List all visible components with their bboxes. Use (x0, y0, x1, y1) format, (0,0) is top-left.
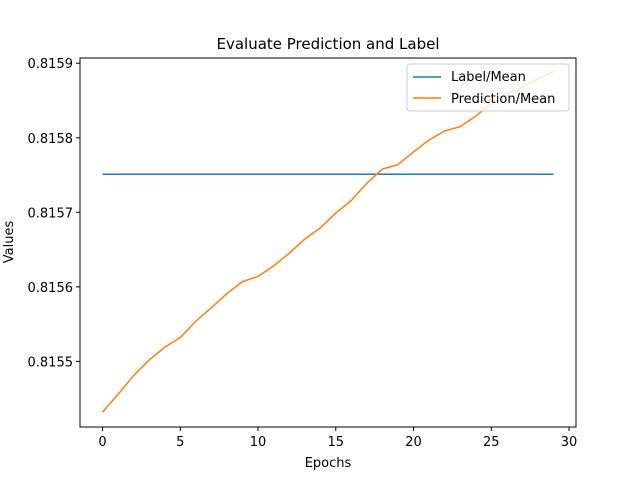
y-axis-ticks: 0.8155 0.8156 0.8157 0.8158 0.8159 (28, 57, 80, 370)
x-tick-label: 15 (328, 435, 345, 450)
y-tick-label: 0.8157 (28, 206, 74, 221)
legend: Label/Mean Prediction/Mean (406, 63, 570, 112)
series-layer (101, 70, 554, 413)
x-axis-ticks: 0 5 10 15 20 25 30 (98, 427, 577, 450)
x-tick-label: 20 (405, 435, 422, 450)
y-axis-label: Values (2, 221, 17, 264)
x-tick-label: 10 (250, 435, 267, 450)
x-tick-label: 0 (98, 435, 106, 450)
x-tick-label: 25 (483, 435, 500, 450)
plot-frame (79, 57, 577, 428)
y-tick-label: 0.8155 (28, 355, 74, 370)
x-axis-label: Epochs (305, 456, 352, 471)
y-tick-label: 0.8156 (28, 281, 74, 296)
y-tick-label: 0.8158 (28, 132, 74, 147)
x-tick-label: 5 (176, 435, 184, 450)
x-tick-label: 30 (561, 435, 578, 450)
legend-entry-prediction-mean: Prediction/Mean (451, 92, 555, 107)
series-line-prediction-mean (101, 70, 554, 413)
legend-entry-label-mean: Label/Mean (451, 70, 526, 85)
y-tick-label: 0.8159 (28, 57, 74, 72)
legend-box (406, 63, 570, 112)
chart-title: Evaluate Prediction and Label (216, 35, 439, 53)
